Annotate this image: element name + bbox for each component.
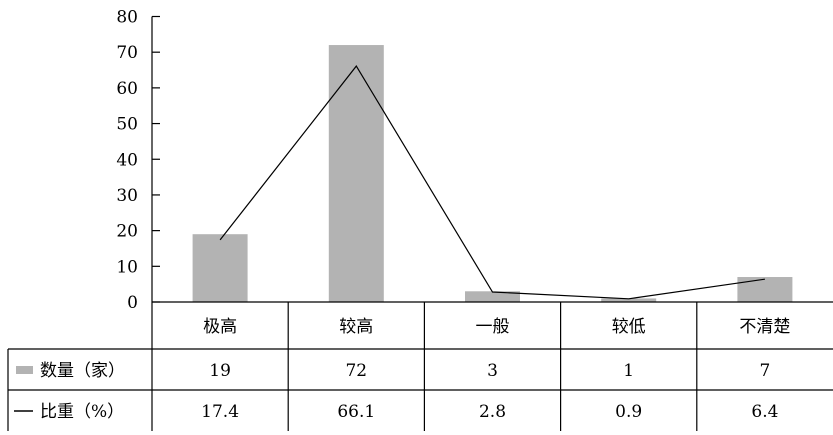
y-tick-label: 60 <box>116 79 138 99</box>
table-cell: 1 <box>623 361 634 381</box>
y-tick-label: 80 <box>116 8 138 28</box>
y-tick-label: 20 <box>116 222 138 242</box>
category-label: 较高 <box>339 317 373 337</box>
legend-label: 比重（%） <box>40 402 124 422</box>
proportion-line <box>219 65 765 300</box>
category-label: 较低 <box>612 317 646 337</box>
table-cell: 2.8 <box>479 402 506 422</box>
table-cell: 6.4 <box>751 402 778 422</box>
category-label: 不清楚 <box>739 317 790 337</box>
bar-2 <box>465 291 520 302</box>
bar-3 <box>601 298 657 302</box>
table-cell: 3 <box>487 361 498 381</box>
table-cell: 17.4 <box>201 402 239 422</box>
legend-label: 数量（家） <box>40 361 125 381</box>
y-tick-label: 30 <box>116 186 138 206</box>
bar-1 <box>328 45 384 303</box>
table-cell: 7 <box>759 361 770 381</box>
y-tick-label: 40 <box>116 150 138 170</box>
y-tick-label: 70 <box>116 43 138 63</box>
y-tick-label: 10 <box>116 257 138 277</box>
table-cell: 66.1 <box>337 402 375 422</box>
bar-4 <box>737 277 793 302</box>
table-cell: 72 <box>345 361 367 381</box>
category-label: 极高 <box>203 317 237 337</box>
y-tick-label: 50 <box>116 115 138 135</box>
category-label: 一般 <box>476 317 510 337</box>
table-cell: 0.9 <box>615 402 642 422</box>
legend-key-bar <box>16 366 33 374</box>
bar-0 <box>192 234 248 302</box>
table-cell: 19 <box>209 361 231 381</box>
y-tick-label: 0 <box>127 293 138 313</box>
